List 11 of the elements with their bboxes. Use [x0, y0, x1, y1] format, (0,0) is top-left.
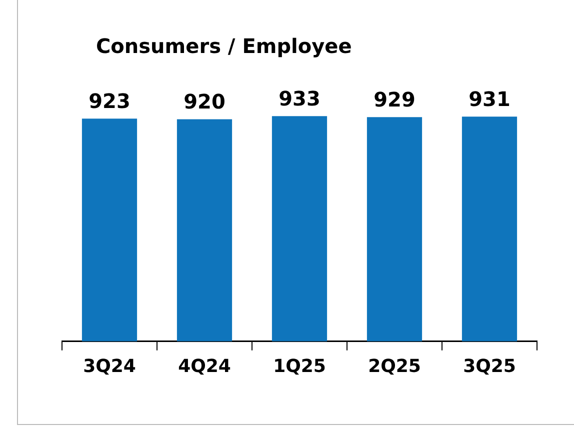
x-tick-label: 1Q25: [273, 356, 326, 377]
x-tick-label: 2Q25: [368, 356, 421, 377]
data-label: 920: [184, 90, 226, 114]
x-tick-label: 3Q24: [83, 356, 136, 377]
x-tick-label: 4Q24: [178, 356, 231, 377]
data-label: 931: [468, 86, 510, 111]
data-label: 923: [88, 88, 130, 113]
chart-title: Consumers / Employee: [96, 34, 352, 58]
data-label: 929: [374, 87, 416, 112]
data-label: 933: [278, 86, 320, 110]
x-tick-label: 3Q25: [463, 356, 516, 377]
